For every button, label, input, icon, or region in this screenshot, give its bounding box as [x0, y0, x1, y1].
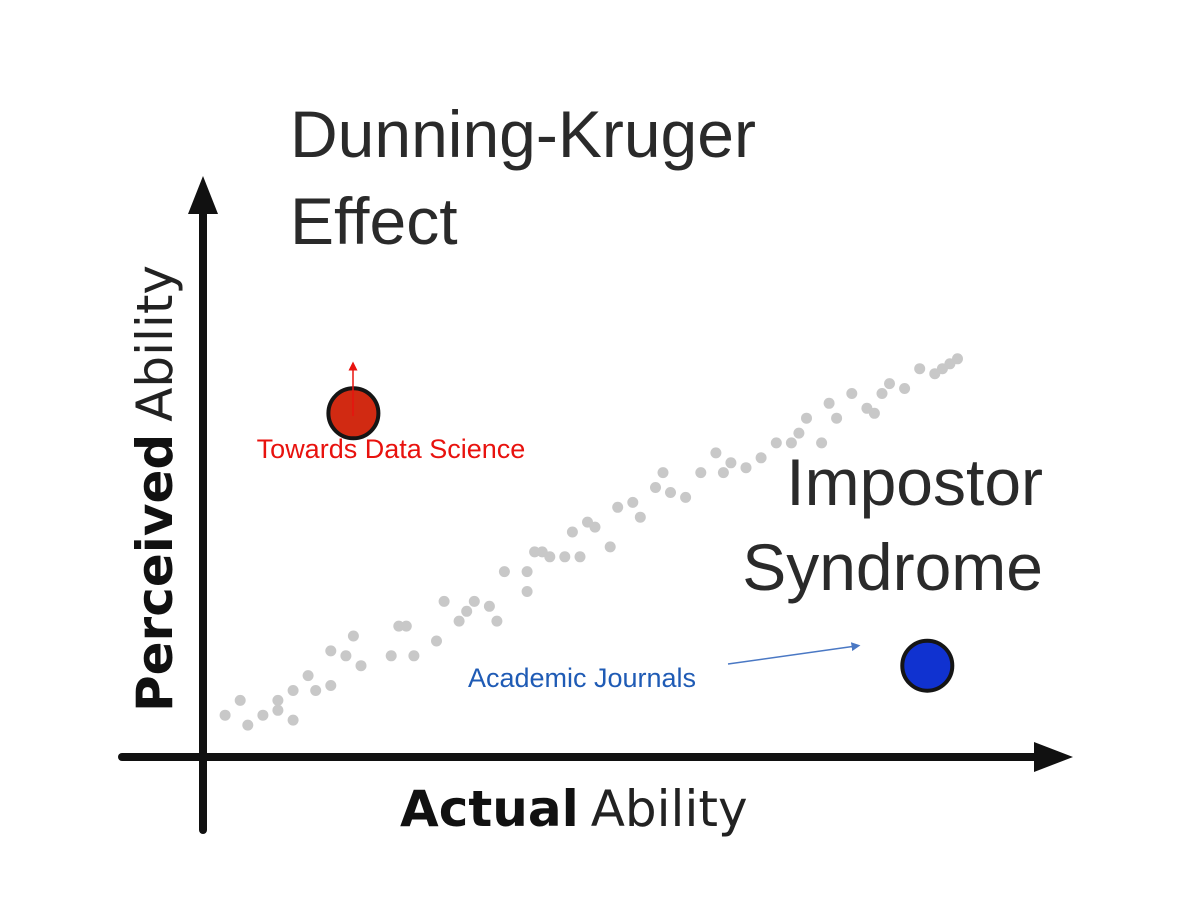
background-point: [483, 600, 495, 612]
background-point: [287, 714, 299, 726]
background-point: [657, 467, 669, 479]
background-point: [868, 407, 880, 419]
background-point: [816, 437, 828, 449]
x-axis-label-bold: Actual: [400, 780, 579, 838]
background-point: [823, 397, 835, 409]
background-point: [785, 437, 797, 449]
background-point: [952, 353, 963, 365]
background-point: [468, 595, 480, 607]
background-point: [665, 487, 676, 498]
background-point: [884, 378, 895, 390]
background-point: [589, 521, 601, 533]
background-point: [740, 462, 752, 474]
background-scatter-series: [219, 353, 963, 731]
academic-journals-label: Academic Journals: [468, 663, 696, 693]
background-point: [612, 501, 624, 513]
background-point: [793, 427, 805, 439]
background-point: [559, 551, 571, 563]
background-point: [544, 551, 556, 563]
background-point: [272, 704, 284, 716]
impostor-label-line2: Syndrome: [742, 530, 1043, 604]
background-point: [491, 615, 503, 627]
background-point: [287, 685, 299, 696]
background-point: [400, 620, 412, 632]
impostor-syndrome-point: [900, 638, 955, 693]
background-point: [242, 719, 254, 731]
background-point: [717, 467, 729, 479]
y-axis-arrowhead: [188, 176, 218, 214]
background-point: [355, 660, 367, 672]
y-axis-label: Perceived Ability: [126, 265, 184, 712]
x-axis-label-rest: Ability: [591, 780, 748, 838]
x-axis-arrowhead: [1034, 742, 1073, 772]
background-point: [347, 630, 359, 642]
background-point: [650, 482, 661, 493]
background-point: [521, 566, 533, 578]
dunning-kruger-label-line1: Dunning-Kruger: [290, 97, 756, 171]
background-point: [438, 595, 450, 607]
background-point: [461, 605, 473, 617]
y-axis-label-rest: Ability: [126, 265, 184, 422]
background-point: [408, 650, 420, 662]
background-point: [453, 615, 465, 627]
background-point: [325, 680, 337, 691]
background-point: [710, 447, 722, 459]
background-point: [914, 363, 926, 375]
background-point: [755, 452, 767, 464]
background-point: [498, 566, 510, 578]
background-point: [627, 496, 639, 508]
background-point: [521, 586, 533, 597]
towards-data-science-label: Towards Data Science: [257, 434, 526, 464]
background-point: [219, 709, 231, 721]
background-point: [695, 467, 707, 479]
background-point: [302, 670, 314, 682]
background-point: [899, 383, 911, 394]
x-axis-label: Actual Ability: [400, 780, 748, 838]
academic-journals-arrow: [727, 642, 861, 665]
axes: [118, 176, 1073, 834]
background-point: [385, 650, 397, 662]
background-point: [680, 491, 692, 503]
background-point: [340, 650, 352, 662]
background-point: [770, 437, 782, 449]
background-point: [310, 685, 322, 696]
background-point: [574, 551, 586, 563]
background-point: [876, 388, 888, 399]
background-point: [431, 635, 442, 647]
background-point: [529, 546, 541, 558]
background-point: [846, 388, 858, 399]
impostor-label-line1: Impostor: [786, 445, 1043, 519]
background-point: [801, 412, 812, 424]
background-point: [604, 541, 616, 553]
y-axis-label-bold: Perceived: [126, 434, 184, 712]
background-point: [272, 694, 284, 706]
background-point: [831, 412, 843, 424]
background-point: [325, 645, 337, 657]
background-point: [725, 457, 737, 469]
background-point: [566, 526, 578, 538]
dunning-kruger-label-line2: Effect: [290, 184, 458, 258]
background-point: [634, 511, 646, 523]
background-point: [257, 709, 269, 721]
background-point: [234, 694, 246, 706]
